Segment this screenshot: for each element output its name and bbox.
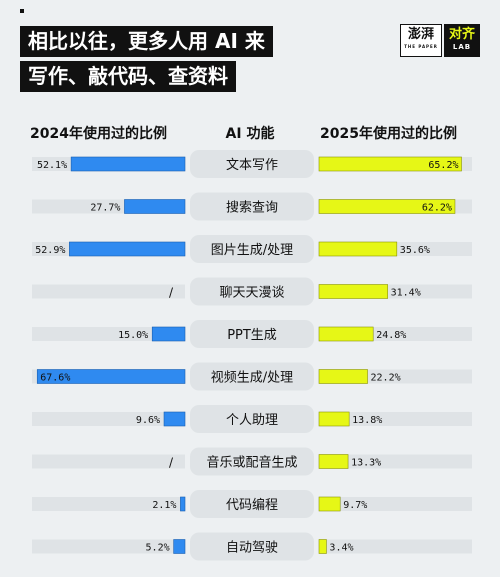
right-data-label: 13.8% <box>352 415 382 426</box>
left-data-label: 27.7% <box>90 203 120 214</box>
chart-title-line-2: 写作、敲代码、查资料 <box>20 61 236 92</box>
category-label: 个人助理 <box>226 413 278 428</box>
left-bar <box>173 539 186 554</box>
right-data-label: 22.2% <box>371 373 401 384</box>
right-bar-track <box>319 539 472 554</box>
category-pill <box>190 490 314 518</box>
align-lab-logo: 对齐 LAB <box>444 24 480 57</box>
left-data-label: 15.0% <box>118 330 148 341</box>
right-bar <box>318 454 349 469</box>
right-bar-track <box>319 497 472 511</box>
middle-column-header: AI 功能 <box>225 126 275 142</box>
category-pill <box>190 192 314 221</box>
right-bar <box>318 156 462 172</box>
left-bar <box>163 411 186 427</box>
left-bar <box>36 369 186 384</box>
right-bar <box>318 199 456 214</box>
the-paper-logo: 澎湃 THE PAPER <box>400 24 442 57</box>
left-data-label: 52.1% <box>37 160 67 171</box>
left-bar <box>180 496 186 512</box>
left-bar <box>124 199 186 214</box>
category-label: 聊天天漫谈 <box>219 286 284 301</box>
left-column-header: 2024年使用过的比例 <box>30 126 167 142</box>
left-data-label: / <box>169 456 174 470</box>
right-bar <box>318 284 388 299</box>
right-bar <box>318 539 327 554</box>
align-lab-logo-subtext: LAB <box>452 42 472 51</box>
left-data-label: / <box>169 286 174 300</box>
left-data-label: 2.1% <box>152 500 176 511</box>
right-data-label: 65.2% <box>428 160 458 171</box>
category-pill <box>190 150 314 178</box>
category-pill <box>190 277 314 306</box>
left-bar-track <box>32 539 185 554</box>
right-column-header: 2025年使用过的比例 <box>320 126 457 142</box>
right-data-label: 13.3% <box>351 458 381 469</box>
left-bar-track <box>32 497 185 511</box>
category-label: 搜索查询 <box>226 201 278 216</box>
category-label: 代码编程 <box>226 498 278 513</box>
category-label: 图片生成/处理 <box>211 243 293 258</box>
category-label: PPT生成 <box>227 328 277 343</box>
left-bar <box>70 156 186 172</box>
category-label: 音乐或配音生成 <box>206 455 297 471</box>
category-pill <box>190 235 314 263</box>
left-bar-track <box>32 327 185 341</box>
right-bar <box>318 369 368 384</box>
right-data-label: 31.4% <box>391 288 421 299</box>
right-bar <box>318 496 341 512</box>
the-paper-logo-subtext: THE PAPER <box>404 43 438 49</box>
left-bar <box>151 326 186 342</box>
right-data-label: 24.8% <box>376 330 406 341</box>
category-label: 自动驾驶 <box>226 541 278 556</box>
align-lab-logo-text: 对齐 <box>448 26 475 42</box>
category-pill <box>190 532 314 561</box>
left-bar-track <box>32 454 185 469</box>
right-bar <box>318 241 398 257</box>
right-data-label: 62.2% <box>422 203 452 214</box>
category-label: 文本写作 <box>226 158 278 173</box>
right-bar <box>318 411 350 427</box>
category-pill <box>190 405 314 433</box>
right-bar <box>318 326 374 342</box>
right-data-label: 35.6% <box>400 245 430 256</box>
category-pill <box>190 447 314 476</box>
left-bar <box>69 241 186 257</box>
right-bar-track <box>319 454 472 469</box>
left-data-label: 5.2% <box>146 543 170 554</box>
right-data-label: 3.4% <box>329 543 353 554</box>
the-paper-logo-text: 澎湃 <box>407 26 434 42</box>
right-data-label: 9.7% <box>343 500 367 511</box>
title-bullet <box>20 9 24 13</box>
left-data-label: 52.9% <box>35 245 65 256</box>
category-label: 视频生成/处理 <box>211 371 293 386</box>
left-bar-track <box>32 412 185 426</box>
chart-title-line-1: 相比以往，更多人用 AI 来 <box>20 26 273 57</box>
right-bar-track <box>319 412 472 426</box>
left-bar-track <box>32 284 185 299</box>
category-pill <box>190 320 314 348</box>
left-data-label: 9.6% <box>136 415 160 426</box>
category-pill <box>190 362 314 391</box>
left-data-label: 67.6% <box>40 373 70 384</box>
